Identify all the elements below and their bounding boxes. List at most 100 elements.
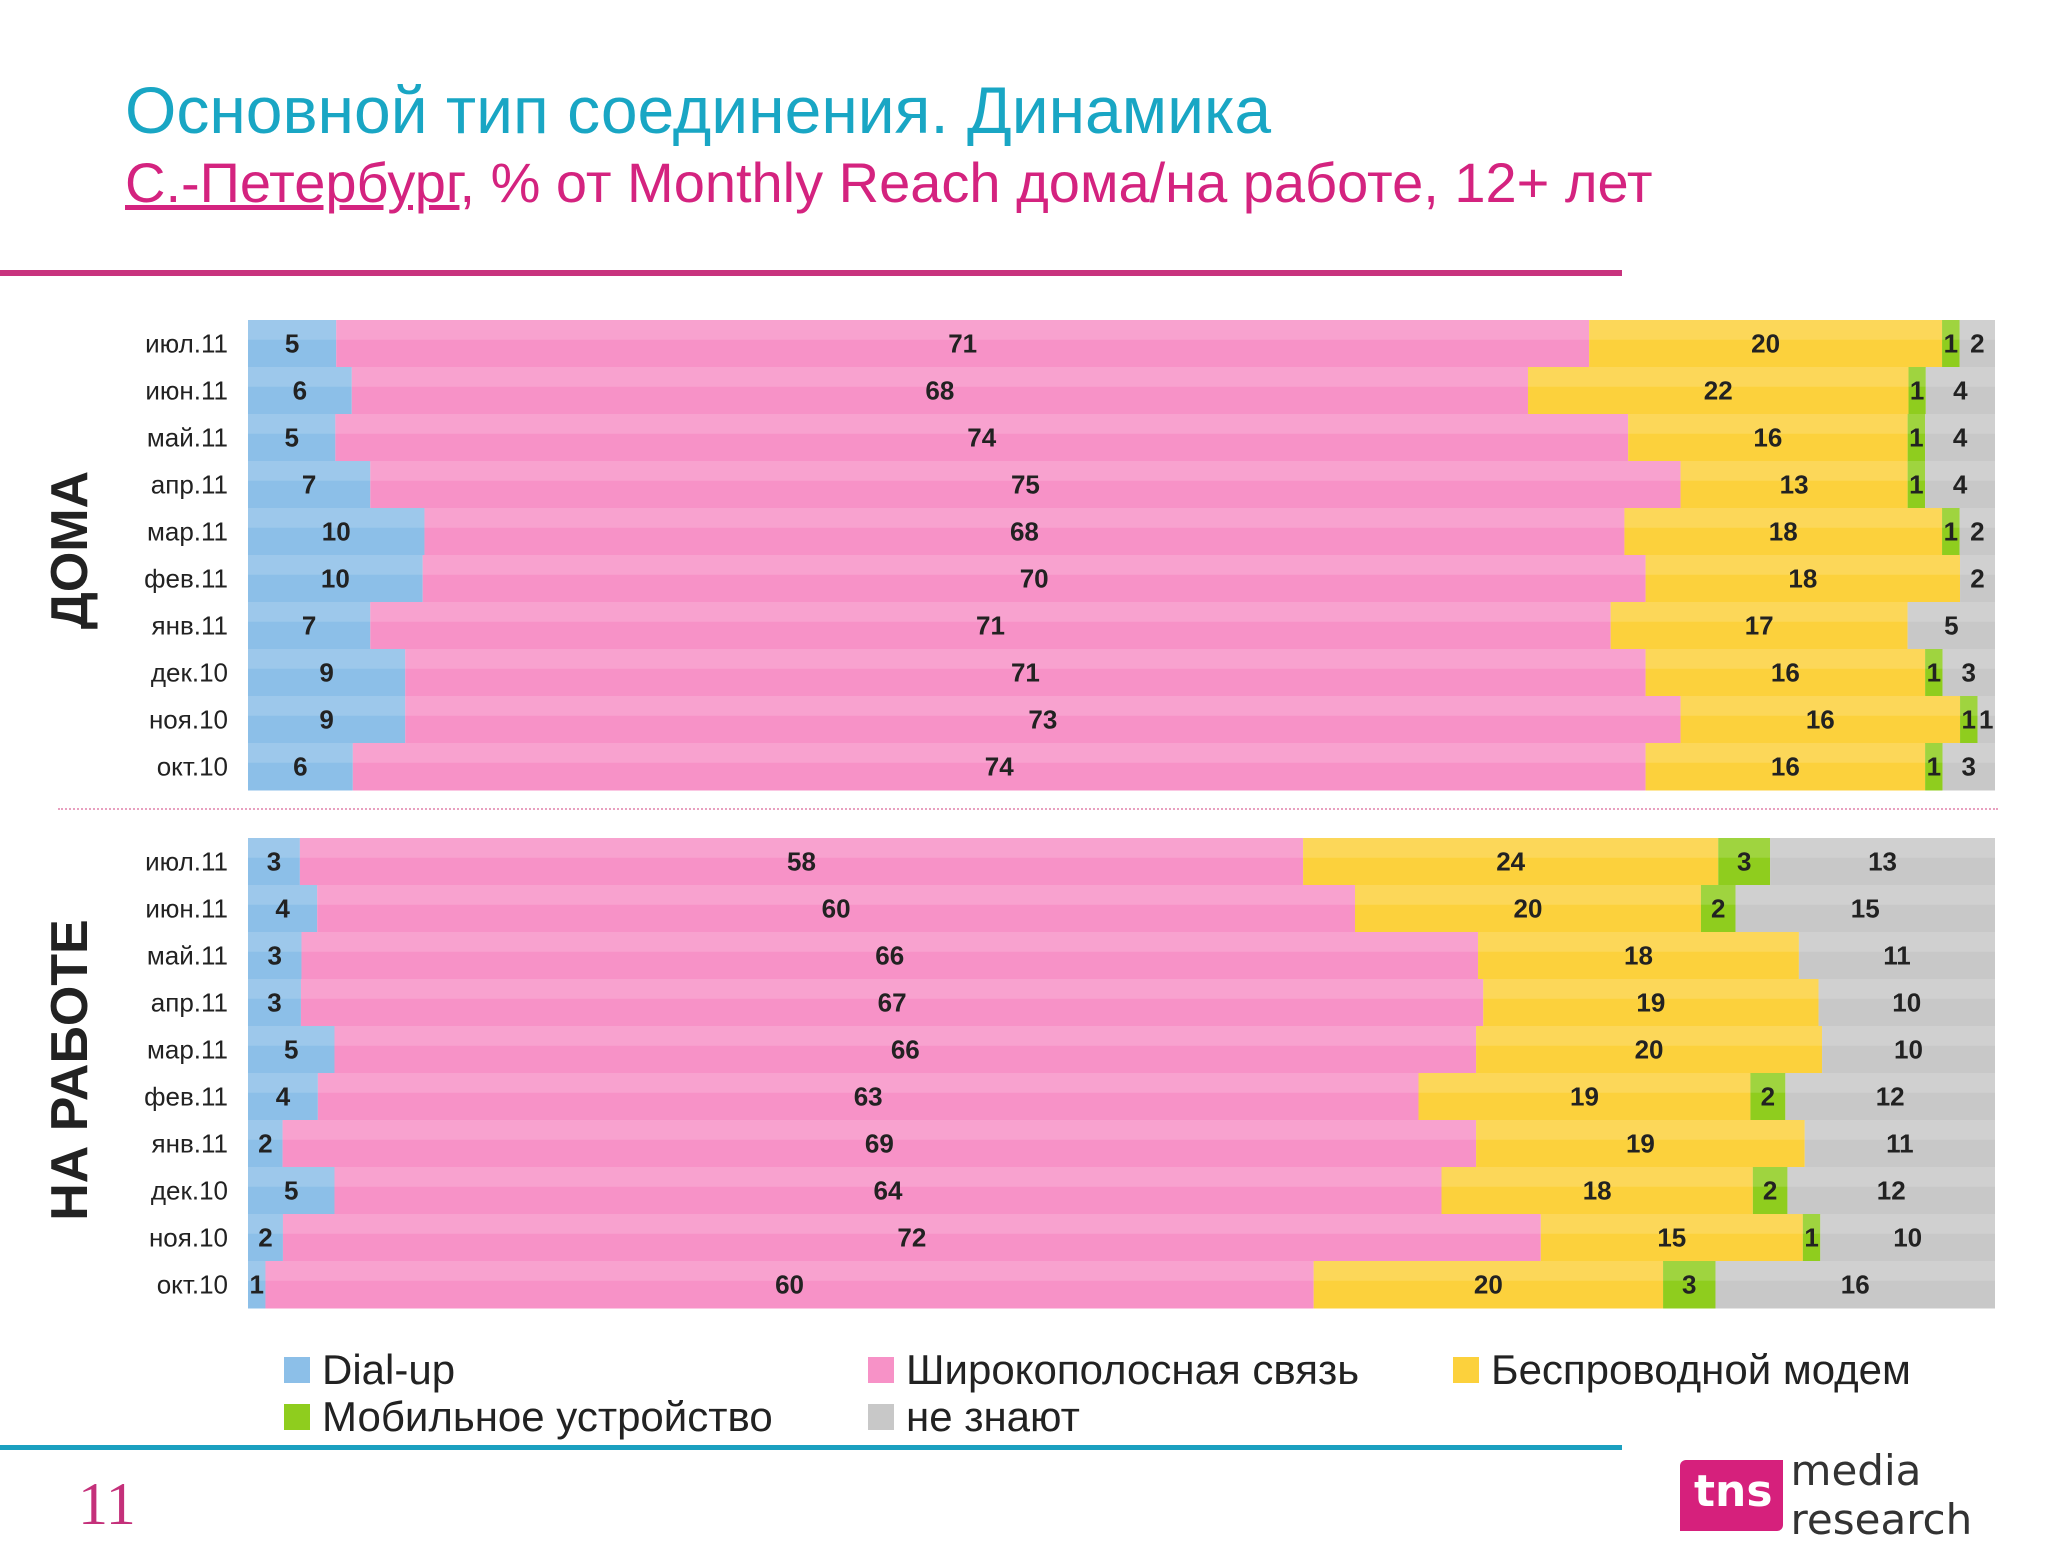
bar-segment-broadband — [282, 1120, 1477, 1168]
bar-segment-wireless — [1476, 1120, 1805, 1168]
data-label-broadband: 71 — [948, 329, 977, 359]
bar-segment-unknown — [1960, 555, 1995, 603]
bar-segment-unknown — [1770, 838, 1995, 886]
bar-highlight-mobile — [1908, 367, 1926, 387]
data-label-broadband: 72 — [897, 1223, 926, 1253]
data-label-mobile: 1 — [1909, 470, 1923, 500]
data-label-mobile: 1 — [1910, 376, 1924, 406]
bar-highlight-broadband — [405, 696, 1681, 716]
bar-highlight-wireless — [1527, 367, 1909, 387]
bar-segment-unknown — [1785, 1073, 1995, 1121]
legend-item-wireless: Беспроводной модем — [1453, 1346, 1911, 1394]
bar-segment-unknown — [1925, 367, 1995, 415]
bottom-divider — [0, 1445, 1622, 1450]
bar-segment-broadband — [334, 1026, 1477, 1074]
bar-segment-dialup — [248, 367, 352, 415]
bar-highlight-wireless — [1313, 1261, 1664, 1281]
bar-highlight-broadband — [405, 649, 1646, 669]
bar-highlight-dialup — [248, 838, 300, 858]
data-label-wireless: 22 — [1704, 376, 1733, 406]
data-label-mobile: 1 — [1944, 517, 1958, 547]
bar-segment-wireless — [1476, 1026, 1823, 1074]
data-label-dialup: 1 — [250, 1270, 264, 1300]
bar-segment-wireless — [1624, 508, 1943, 556]
bar-segment-unknown — [1715, 1261, 1995, 1309]
bar-segment-mobile — [1718, 838, 1771, 886]
bar-segment-unknown — [1822, 1026, 1995, 1074]
tns-logo: tns media research — [1680, 1446, 2048, 1544]
bar-highlight-mobile — [1802, 1214, 1821, 1234]
bar-highlight-dialup — [248, 932, 302, 952]
bar-highlight-unknown — [1804, 1120, 1995, 1140]
bar-segment-broadband — [405, 696, 1681, 744]
legend-label-mobile: Мобильное устройство — [322, 1393, 773, 1440]
data-label-broadband: 74 — [967, 423, 996, 453]
bar-segment-unknown — [1925, 461, 1995, 509]
subtitle-city-link[interactable]: С.-Петербург — [125, 151, 460, 214]
data-label-broadband: 75 — [1011, 470, 1040, 500]
category-label-work: янв.11 — [152, 1129, 228, 1159]
legend-swatch-unknown — [868, 1404, 894, 1430]
bar-highlight-broadband — [334, 1026, 1477, 1046]
bar-highlight-wireless — [1476, 1120, 1805, 1140]
bar-highlight-dialup — [248, 1261, 266, 1281]
data-label-dialup: 5 — [284, 423, 298, 453]
data-label-mobile: 2 — [1761, 1082, 1775, 1112]
bar-highlight-mobile — [1750, 1073, 1786, 1093]
data-label-dialup: 5 — [285, 329, 299, 359]
category-label-home: дек.10 — [151, 658, 228, 688]
section-separator — [58, 808, 1998, 810]
bar-segment-wireless — [1589, 320, 1943, 368]
data-label-unknown: 4 — [1953, 376, 1968, 406]
category-label-home: ноя.10 — [149, 705, 228, 735]
legend-item-broadband: Широкополосная связь — [868, 1346, 1359, 1394]
bar-segment-broadband — [352, 743, 1646, 791]
category-label-home: июл.11 — [145, 329, 228, 359]
data-label-dialup: 2 — [258, 1129, 272, 1159]
bar-highlight-dialup — [248, 885, 318, 905]
legend-item-unknown: не знают — [868, 1393, 1080, 1441]
legend-swatch-dialup — [284, 1357, 310, 1383]
bar-segment-dialup — [248, 1026, 335, 1074]
data-label-unknown: 5 — [1944, 611, 1958, 641]
legend-swatch-broadband — [868, 1357, 894, 1383]
bar-highlight-unknown — [1907, 602, 1995, 622]
bar-highlight-broadband — [317, 1073, 1419, 1093]
bar-segment-wireless — [1478, 932, 1799, 980]
bar-segment-dialup — [248, 979, 301, 1027]
page-number: 11 — [78, 1471, 136, 1537]
bar-highlight-unknown — [1820, 1214, 1995, 1234]
category-label-work: июн.11 — [145, 894, 228, 924]
data-label-broadband: 67 — [878, 988, 907, 1018]
bar-highlight-dialup — [248, 649, 406, 669]
data-label-unknown: 2 — [1970, 564, 1984, 594]
data-label-broadband: 71 — [1011, 658, 1040, 688]
data-label-broadband: 64 — [874, 1176, 903, 1206]
bar-highlight-mobile — [1925, 649, 1943, 669]
bar-segment-mobile — [1700, 885, 1736, 933]
bar-highlight-dialup — [248, 555, 423, 575]
bar-segment-broadband — [370, 602, 1611, 650]
subtitle-text: , % от Monthly Reach дома/на работе, 12+… — [459, 151, 1653, 214]
bar-highlight-unknown — [1925, 367, 1995, 387]
bar-segment-broadband — [301, 932, 1479, 980]
bar-highlight-wireless — [1418, 1073, 1751, 1093]
data-label-wireless: 24 — [1496, 847, 1525, 877]
bar-highlight-unknown — [1822, 1026, 1995, 1046]
data-label-unknown: 15 — [1851, 894, 1880, 924]
bar-highlight-unknown — [1785, 1073, 1995, 1093]
data-label-unknown: 4 — [1953, 470, 1968, 500]
legend-label-broadband: Широкополосная связь — [906, 1346, 1360, 1393]
bar-segment-wireless — [1303, 838, 1719, 886]
data-label-dialup: 3 — [267, 988, 281, 1018]
data-label-wireless: 20 — [1751, 329, 1780, 359]
category-label-work: июл.11 — [145, 847, 228, 877]
bar-highlight-wireless — [1441, 1167, 1753, 1187]
bar-highlight-unknown — [1818, 979, 1995, 999]
bar-highlight-broadband — [335, 414, 1629, 434]
bar-segment-unknown — [1820, 1214, 1995, 1262]
bar-segment-unknown — [1735, 885, 1995, 933]
data-label-mobile: 1 — [1944, 329, 1958, 359]
bar-segment-broadband — [265, 1261, 1314, 1309]
data-label-unknown: 10 — [1893, 1223, 1922, 1253]
